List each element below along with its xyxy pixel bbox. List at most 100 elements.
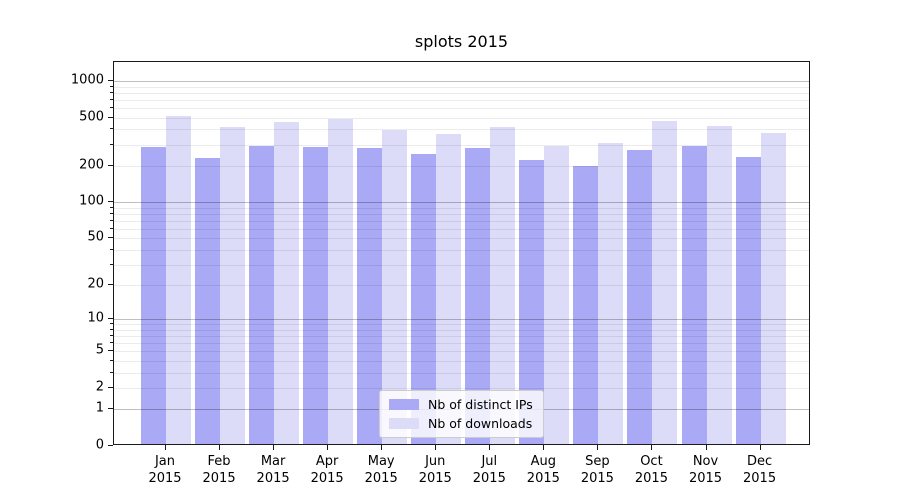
y-tick-label: 0 (95, 437, 104, 453)
y-tick-mark-minor (110, 219, 113, 221)
legend-label-distinct-ips: Nb of distinct IPs (428, 397, 533, 412)
y-tick-label: 1000 (70, 72, 104, 88)
bar-distinct-ips-nov (681, 146, 707, 444)
x-tick-month: Apr (315, 454, 339, 469)
y-tick-mark-minor (110, 98, 113, 100)
bar-downloads-dec (760, 132, 786, 444)
bar-downloads-sep (598, 143, 624, 444)
x-tick-label-nov: Nov 2015 (676, 453, 736, 487)
y-tick-mark-minor (110, 107, 113, 108)
x-tick-mark (597, 445, 599, 450)
y-tick-mark-minor (110, 116, 113, 118)
x-tick-label-apr: Apr 2015 (297, 453, 357, 487)
x-tick-label-jul: Jul 2015 (459, 453, 519, 487)
bar-downloads-nov (706, 125, 732, 444)
x-tick-label-feb: Feb 2015 (189, 453, 249, 487)
x-tick-label-mar: Mar 2015 (243, 453, 303, 487)
x-tick-year: 2015 (418, 471, 452, 486)
bar-downloads-apr (328, 118, 354, 444)
x-tick-year: 2015 (256, 471, 290, 486)
x-tick-month: Sep (585, 454, 610, 469)
y-tick-mark-minor (110, 263, 113, 265)
chart-title: splots 2015 (414, 32, 509, 51)
x-tick-month: Mar (260, 454, 286, 469)
x-tick-mark (759, 445, 761, 450)
y-tick-label: 1 (95, 400, 104, 416)
bar-distinct-ips-oct (627, 150, 653, 444)
y-tick-mark-minor (110, 284, 113, 286)
y-tick-mark-minor (110, 359, 113, 361)
x-tick-month: Jul (481, 454, 498, 469)
x-tick-year: 2015 (148, 471, 182, 486)
x-tick-mark (543, 445, 545, 450)
x-tick-mark (489, 445, 491, 450)
y-tick-mark-minor (110, 237, 113, 239)
bar-downloads-aug (544, 146, 570, 444)
y-tick-mark-minor (110, 206, 113, 208)
legend-item-distinct-ips: Nb of distinct IPs (389, 397, 533, 412)
y-tick-mark-minor (110, 212, 113, 214)
y-tick-label: 2 (95, 379, 104, 395)
x-tick-month: Jun (425, 454, 446, 469)
y-tick-label: 5 (95, 342, 104, 358)
x-tick-month: Aug (530, 454, 557, 469)
x-tick-mark (327, 445, 329, 450)
y-tick-label: 10 (87, 310, 104, 326)
x-tick-mark (435, 445, 437, 450)
y-tick-mark-minor (110, 342, 113, 344)
bar-distinct-ips-feb (195, 158, 221, 444)
x-tick-mark (273, 445, 275, 450)
y-tick-mark-minor (110, 85, 113, 87)
y-tick-label: 200 (79, 157, 104, 173)
y-tick-mark-minor (110, 371, 113, 373)
bar-distinct-ips-jan (141, 146, 166, 444)
x-tick-label-may: May 2015 (351, 453, 411, 487)
y-tick-mark-minor (110, 350, 113, 352)
x-tick-label-sep: Sep 2015 (567, 453, 627, 487)
x-tick-year: 2015 (202, 471, 236, 486)
bar-downloads-mar (274, 122, 300, 444)
bar-downloads-feb (220, 127, 246, 444)
x-tick-month: Feb (207, 454, 231, 469)
x-tick-mark (381, 445, 383, 450)
x-tick-month: May (367, 454, 395, 469)
x-tick-year: 2015 (634, 471, 668, 486)
x-tick-month: Oct (640, 454, 663, 469)
y-tick-mark-minor (110, 128, 113, 130)
x-tick-month: Nov (692, 454, 719, 469)
legend: Nb of distinct IPs Nb of downloads (379, 390, 544, 438)
x-tick-label-jun: Jun 2015 (405, 453, 465, 487)
y-tick-mark-minor (110, 328, 113, 330)
y-tick-label: 500 (79, 109, 104, 125)
x-tick-mark (705, 445, 707, 450)
y-tick-mark (108, 408, 113, 410)
y-tick-mark-minor (110, 143, 113, 145)
legend-item-downloads: Nb of downloads (389, 416, 533, 431)
y-tick-mark-minor (110, 323, 113, 325)
y-tick-mark-minor (110, 248, 113, 250)
plot-area (113, 61, 810, 445)
y-tick-mark-minor (110, 386, 113, 388)
x-tick-year: 2015 (526, 471, 560, 486)
legend-swatch-distinct-ips (389, 399, 419, 410)
x-tick-mark (219, 445, 221, 450)
y-tick-mark (108, 201, 113, 203)
x-tick-label-dec: Dec 2015 (730, 453, 790, 487)
y-tick-mark-minor (110, 91, 113, 93)
y-tick-mark-minor (110, 164, 113, 166)
x-tick-year: 2015 (688, 471, 723, 486)
y-tick-mark-minor (110, 227, 113, 229)
x-tick-month: Dec (746, 454, 773, 469)
bar-distinct-ips-mar (249, 145, 275, 444)
bar-downloads-jan (166, 115, 191, 444)
x-tick-mark (651, 445, 653, 450)
y-tick-label: 50 (87, 229, 104, 245)
y-tick-mark (108, 445, 113, 446)
x-tick-year: 2015 (364, 471, 398, 486)
bar-distinct-ips-sep (573, 165, 599, 444)
x-tick-mark (165, 445, 166, 450)
legend-swatch-downloads (389, 418, 419, 429)
y-tick-label: 100 (79, 193, 104, 209)
bar-distinct-ips-may (357, 147, 383, 444)
